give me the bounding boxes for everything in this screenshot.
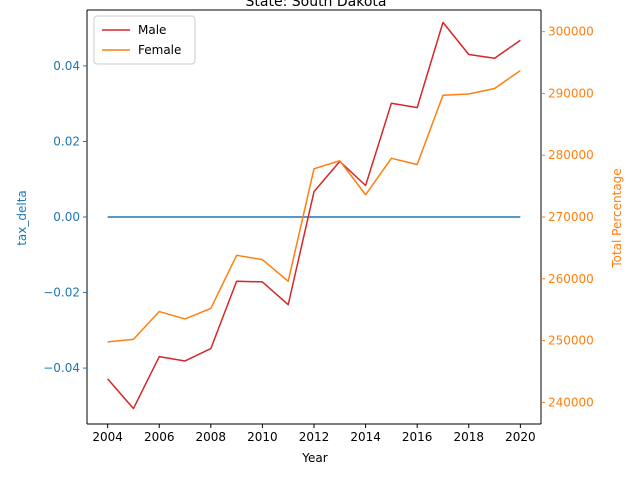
x-axis: 2004 2006 2008 2010 2012 2014 2016 2018 2020 (92, 424, 536, 444)
x-axis-label: Year (301, 451, 327, 465)
left-y-tick-label: 0.04 (53, 59, 80, 73)
x-tick-label: 2006 (144, 430, 175, 444)
left-y-tick-label: 0.00 (53, 210, 80, 224)
legend-box (93, 15, 196, 65)
x-tick-label: 2020 (505, 430, 536, 444)
right-y-axis-label: Total Percentage (610, 168, 624, 268)
right-y-tick-label: 270000 (548, 210, 594, 224)
right-y-tick-label: 290000 (548, 86, 594, 100)
left-y-tick-label: 0.02 (53, 134, 80, 148)
right-y-tick-label: 250000 (548, 334, 594, 348)
left-y-tick-label: −0.04 (43, 361, 80, 375)
x-tick-label: 2010 (247, 430, 278, 444)
right-y-tick-label: 260000 (548, 272, 594, 286)
x-tick-label: 2014 (350, 430, 381, 444)
legend-label-male: Male (138, 23, 166, 37)
x-tick-label: 2004 (92, 430, 123, 444)
x-tick-label: 2012 (299, 430, 330, 444)
left-y-tick-label: −0.02 (43, 286, 80, 300)
legend-label-female: Female (138, 43, 181, 57)
right-y-tick-label: 280000 (548, 148, 594, 162)
x-tick-label: 2008 (196, 430, 227, 444)
series-line-female (107, 69, 521, 343)
x-tick-label: 2018 (453, 430, 484, 444)
x-tick-label: 2016 (402, 430, 433, 444)
right-y-axis: 240000 250000 260000 270000 280000 290000 3000… (541, 25, 594, 409)
series-lines (107, 21, 521, 410)
chart-title: State: South Dakota (246, 0, 387, 10)
series-line-male (107, 21, 521, 410)
right-y-tick-label: 240000 (548, 395, 594, 409)
legend: Male Female (93, 15, 196, 65)
left-y-axis: −0.04 −0.02 0.00 0.02 0.04 (43, 59, 87, 375)
right-y-tick-label: 300000 (548, 25, 594, 39)
left-y-axis-label: tax_delta (15, 190, 29, 246)
